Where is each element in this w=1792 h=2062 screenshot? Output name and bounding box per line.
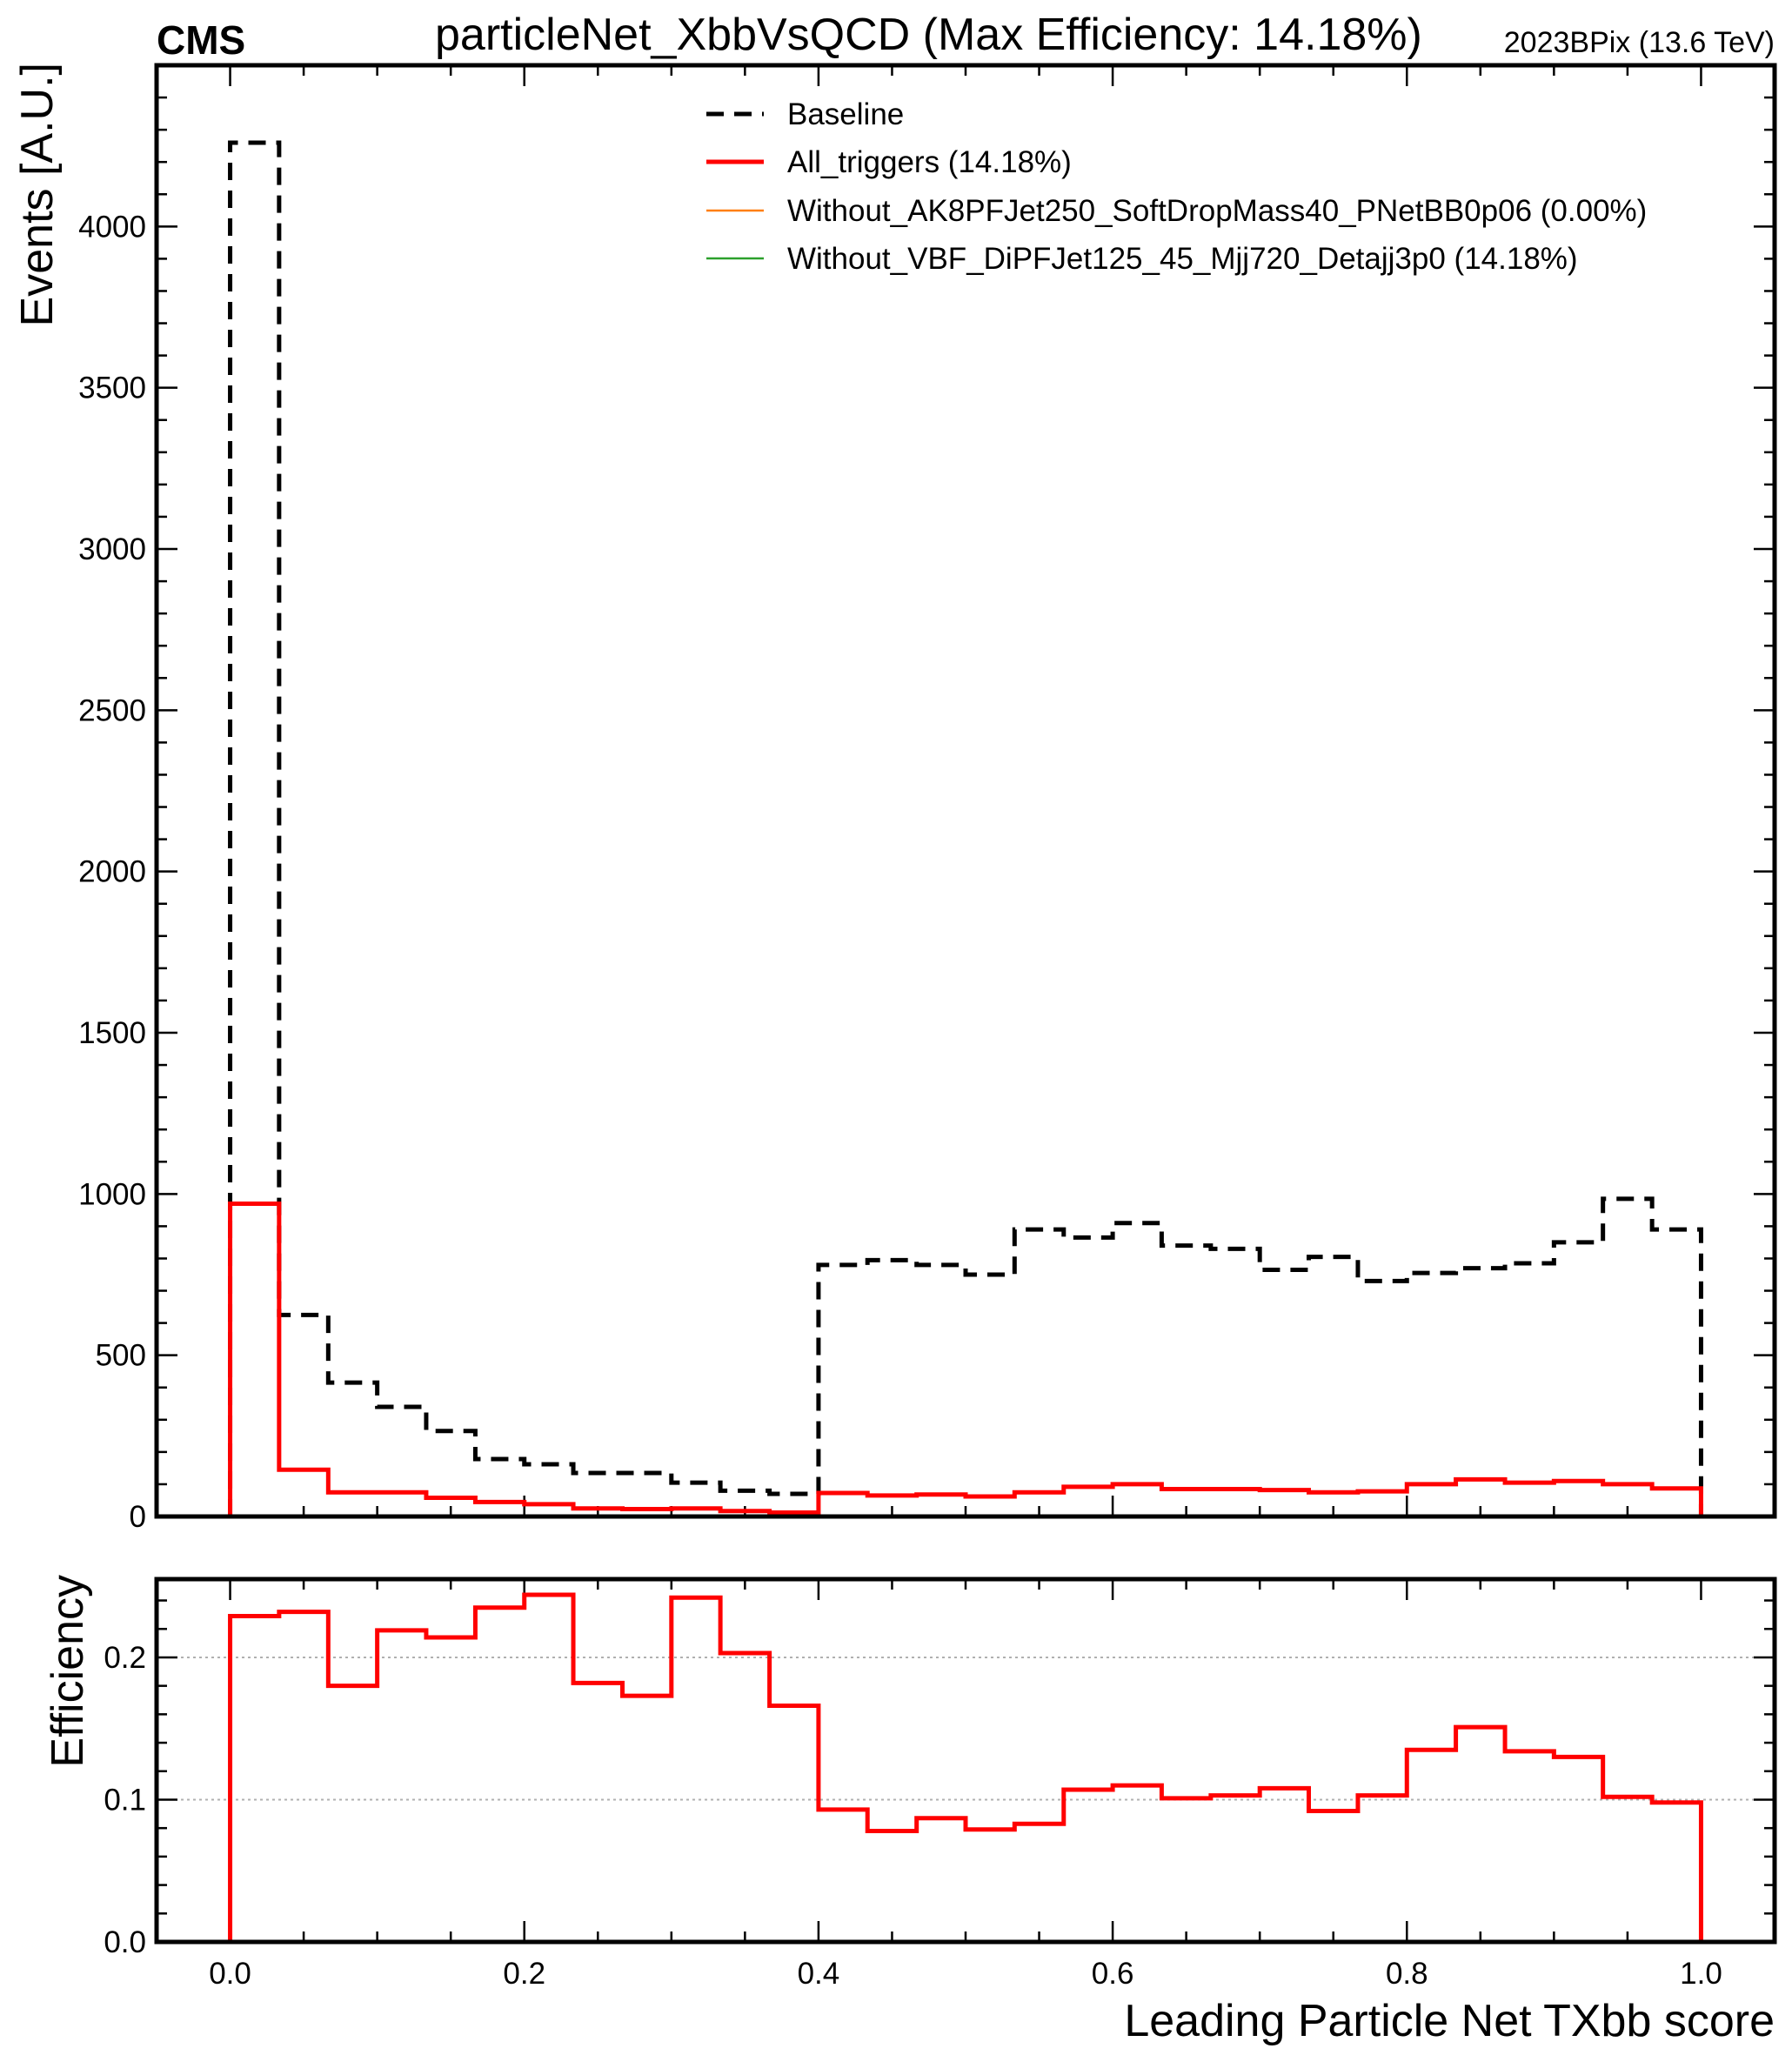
top-panel: 0 500 1000 1500 2000 2500 3000 3500 4000 Events … bbox=[12, 63, 1777, 1534]
bottom-panel: 0.00.10.2 0.0 0.2 0.4 0.6 0.8 1.0 Efficiency … bbox=[43, 1575, 1777, 2046]
bottom-ticks bbox=[155, 1579, 1776, 1944]
run-info: 2023BPix (13.6 TeV) bbox=[1504, 26, 1775, 59]
legend-label-without-ak8: Without_AK8PFJet250_SoftDropMass40_PNetB… bbox=[787, 194, 1647, 228]
efficiency-histogram bbox=[228, 1592, 1703, 1942]
top-ytick-labels: 0 500 1000 1500 2000 2500 3000 3500 4000 bbox=[78, 210, 146, 1534]
xtick-label: 0.0 bbox=[209, 1957, 251, 1991]
xtick-label: 0.2 bbox=[503, 1957, 545, 1991]
chart-title: particleNet_XbbVsQCD (Max Efficiency: 14… bbox=[435, 10, 1422, 60]
bottom-panel-frame bbox=[154, 1577, 1777, 1945]
top-ticks bbox=[155, 64, 1776, 1518]
top-ytick-label: 4000 bbox=[78, 210, 146, 244]
cms-label: CMS bbox=[157, 17, 245, 63]
xtick-label: 1.0 bbox=[1680, 1957, 1722, 1991]
top-ytick-label: 3500 bbox=[78, 372, 146, 405]
top-ytick-label: 0 bbox=[130, 1500, 146, 1534]
xtick-label: 0.8 bbox=[1386, 1957, 1428, 1991]
bottom-ytick-label: 0.0 bbox=[104, 1925, 146, 1959]
baseline-histogram bbox=[228, 140, 1703, 1516]
xlabel: Leading Particle Net TXbb score bbox=[1124, 1996, 1775, 2046]
top-ytick-label: 500 bbox=[96, 1339, 146, 1373]
xtick-labels: 0.0 0.2 0.4 0.6 0.8 1.0 bbox=[209, 1957, 1722, 1991]
legend-label-baseline: Baseline bbox=[787, 97, 904, 131]
legend-label-without-vbf: Without_VBF_DiPFJet125_45_Mjj720_Detajj3… bbox=[787, 242, 1578, 276]
all-triggers-histogram bbox=[228, 1201, 1703, 1516]
top-panel-frame bbox=[154, 63, 1777, 1519]
legend-label-all-triggers: All_triggers (14.18%) bbox=[787, 145, 1072, 179]
xtick-label: 0.6 bbox=[1092, 1957, 1134, 1991]
bottom-ylabel: Efficiency bbox=[43, 1575, 93, 1768]
bottom-gridlines bbox=[157, 1656, 1775, 1801]
top-ytick-label: 2000 bbox=[78, 855, 146, 889]
xtick-label: 0.4 bbox=[798, 1957, 840, 1991]
top-ytick-label: 3000 bbox=[78, 532, 146, 566]
top-ytick-label: 1500 bbox=[78, 1016, 146, 1050]
top-ytick-label: 1000 bbox=[78, 1177, 146, 1211]
bottom-ytick-label: 0.2 bbox=[104, 1641, 146, 1675]
top-ylabel: Events [A.U.] bbox=[12, 63, 63, 326]
legend: Baseline All_triggers (14.18%) Without_A… bbox=[706, 97, 1647, 276]
top-ytick-label: 2500 bbox=[78, 693, 146, 727]
bottom-ytick-label: 0.1 bbox=[104, 1783, 146, 1817]
bottom-ytick-labels: 0.0 0.1 0.2 bbox=[104, 1641, 146, 1959]
